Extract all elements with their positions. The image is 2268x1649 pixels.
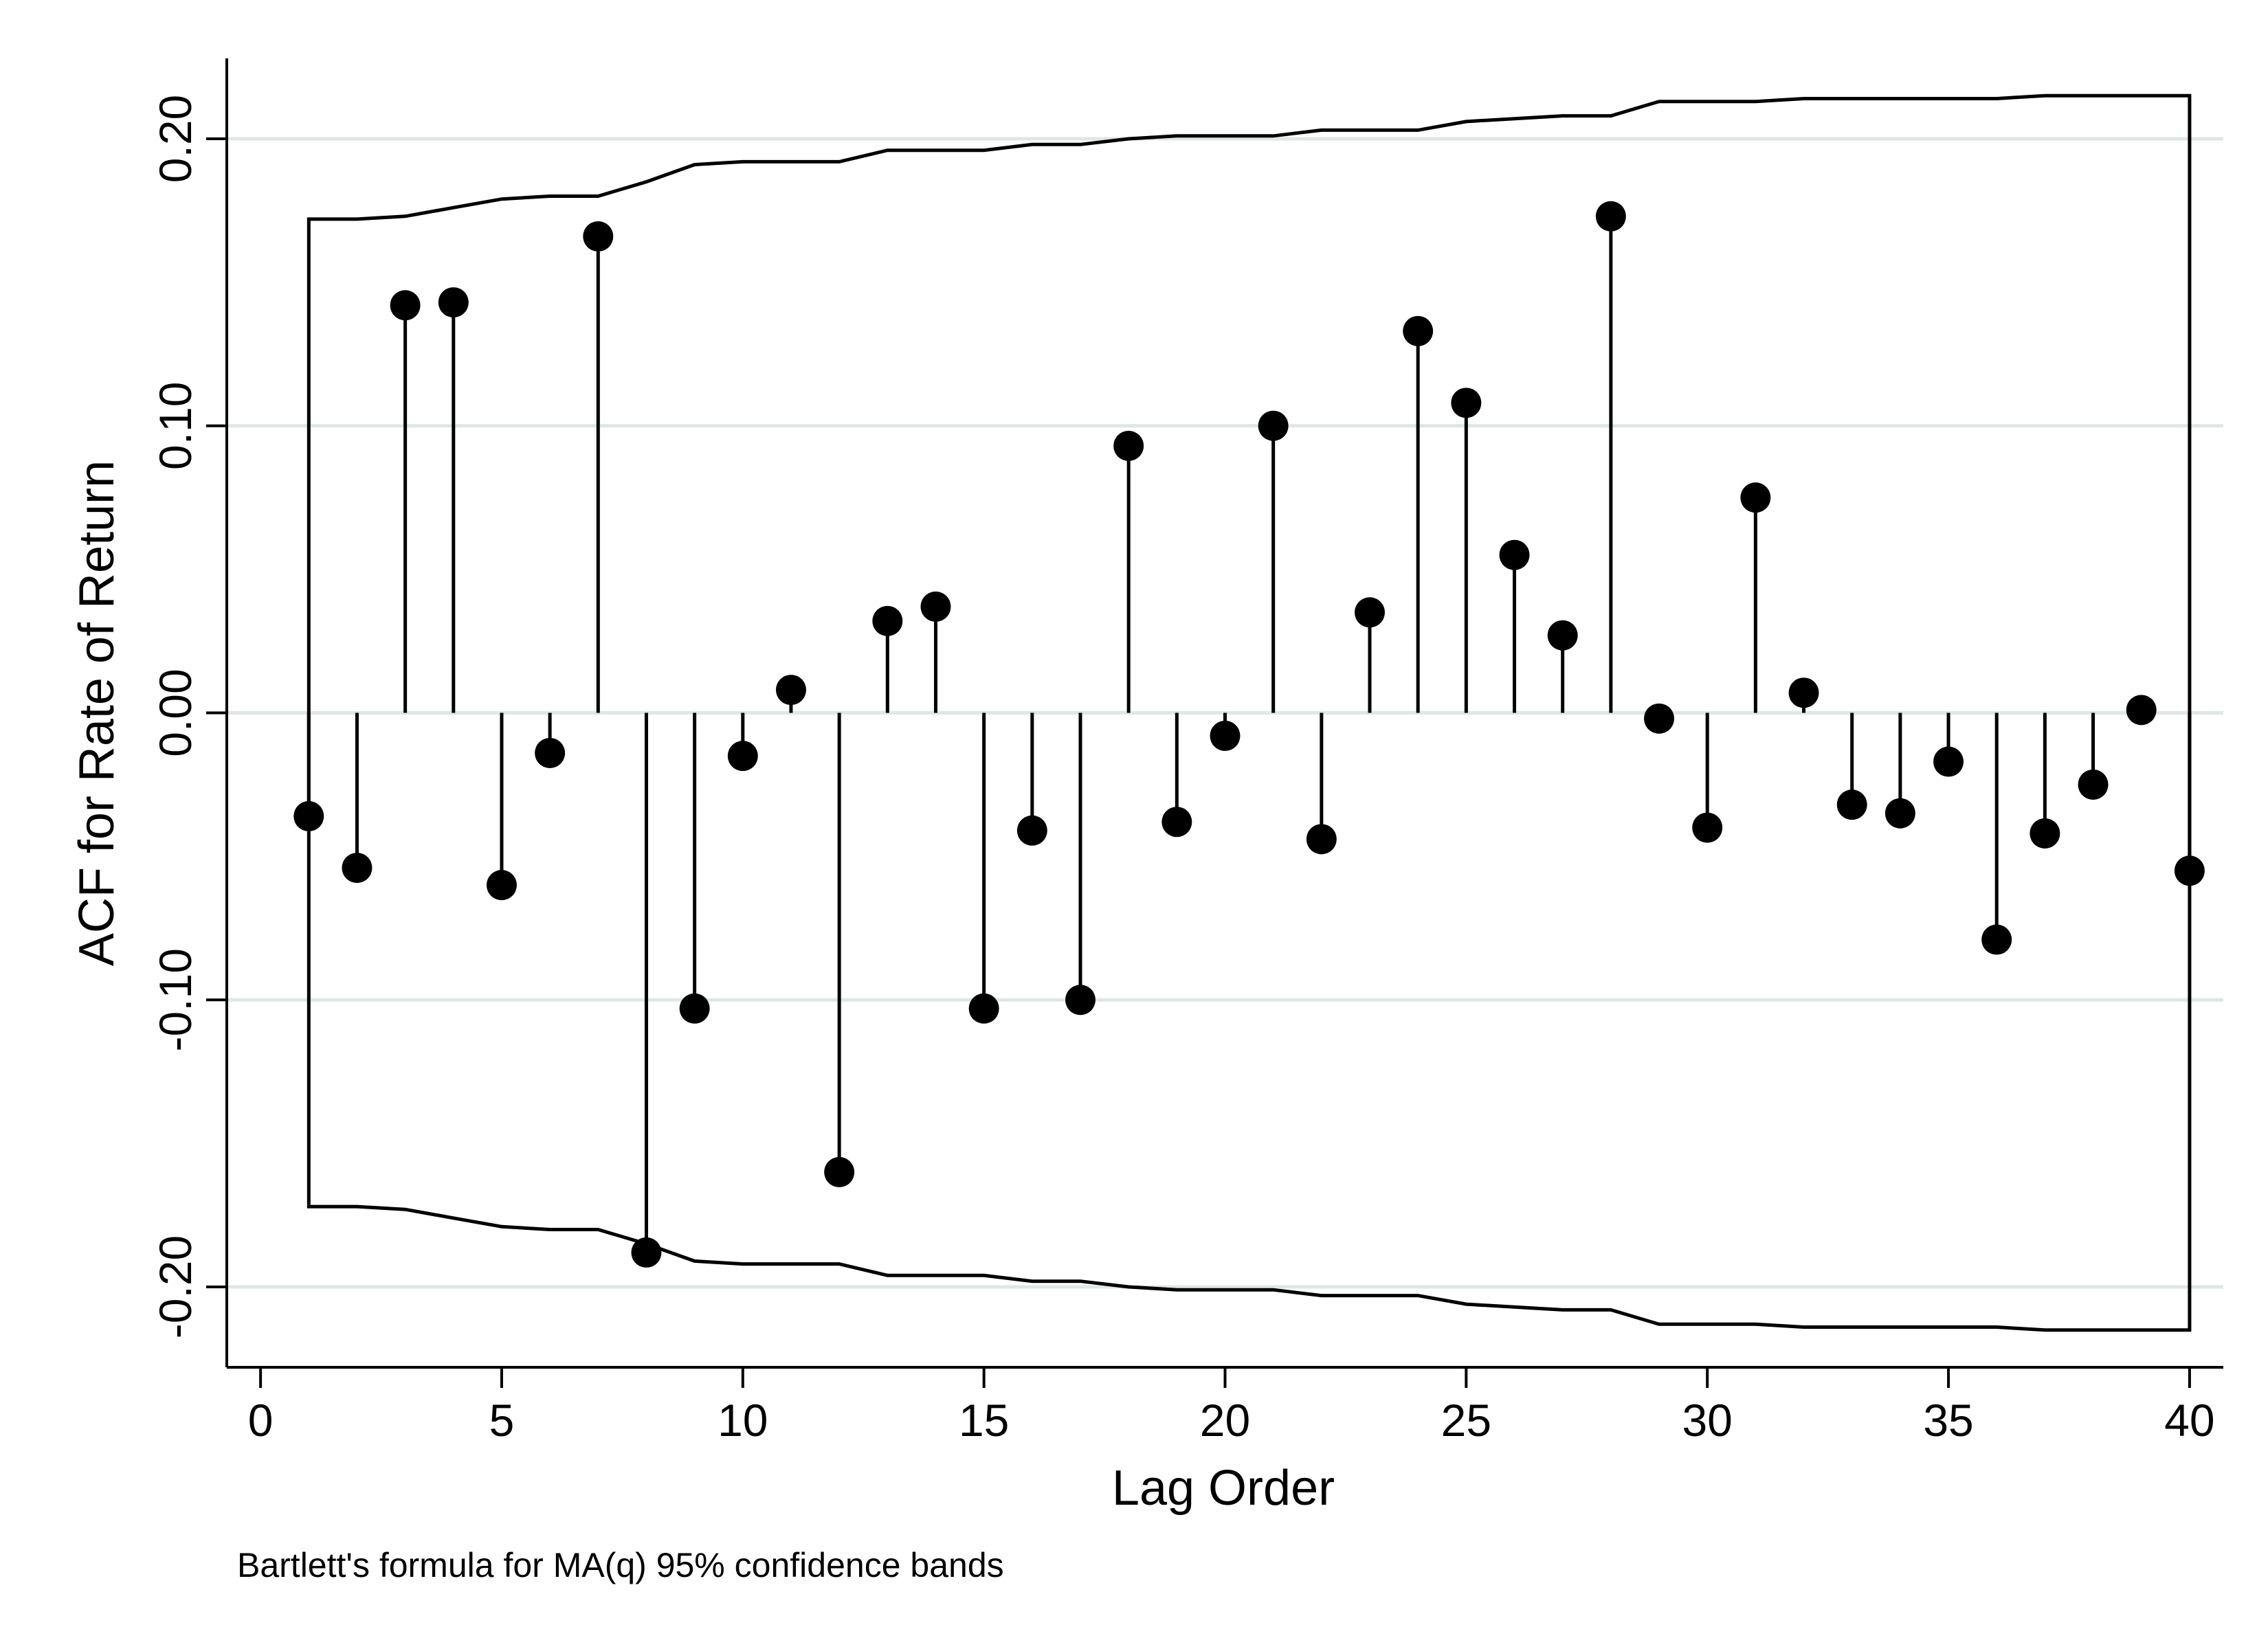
acf-point-lag-7 (583, 221, 614, 252)
acf-point-lag-16 (1016, 815, 1047, 846)
acf-point-lag-6 (535, 737, 566, 768)
x-tick-label-10: 10 (718, 1395, 768, 1446)
x-tick-label-0: 0 (248, 1395, 274, 1446)
y-axis-ticks: -0.20 -0.10 0.00 0.10 0.20 (150, 95, 227, 1338)
acf-point-lag-31 (1740, 482, 1771, 513)
acf-point-lag-37 (2030, 818, 2060, 849)
acf-point-lag-4 (438, 287, 469, 318)
acf-point-lag-38 (2078, 769, 2109, 800)
acf-point-lag-9 (679, 993, 710, 1024)
acf-point-lag-32 (1788, 677, 1819, 708)
acf-point-lag-28 (1595, 201, 1626, 232)
x-tick-label-30: 30 (1682, 1395, 1732, 1446)
acf-point-lag-11 (775, 675, 806, 706)
acf-point-lag-34 (1885, 798, 1915, 829)
acf-point-lag-36 (1981, 924, 2012, 955)
y-tick-label-2: 0.00 (150, 669, 201, 756)
acf-point-lag-35 (1933, 746, 1964, 777)
y-tick-label-0: -0.20 (150, 1235, 201, 1338)
x-axis-ticks: 0 5 10 15 20 25 30 35 40 (248, 1367, 2215, 1446)
acf-point-lag-30 (1692, 812, 1723, 843)
acf-point-lag-39 (2126, 695, 2157, 726)
x-tick-label-20: 20 (1200, 1395, 1250, 1446)
acf-point-lag-2 (342, 853, 373, 884)
x-tick-label-25: 25 (1441, 1395, 1491, 1446)
y-tick-label-4: 0.20 (150, 95, 201, 183)
acf-point-lag-8 (631, 1237, 662, 1268)
acf-point-lag-21 (1258, 410, 1289, 441)
acf-point-lag-20 (1210, 720, 1241, 751)
x-tick-label-5: 5 (489, 1395, 515, 1446)
acf-point-lag-27 (1547, 620, 1578, 651)
acf-point-lag-1 (293, 800, 324, 831)
acf-point-lag-25 (1451, 388, 1482, 418)
x-axis-title: Lag Order (1112, 1461, 1335, 1516)
acf-point-lag-22 (1306, 824, 1337, 855)
acf-point-lag-33 (1836, 789, 1867, 820)
acf-point-lag-5 (486, 870, 517, 901)
acf-point-lag-24 (1403, 315, 1434, 346)
acf-point-lag-12 (824, 1156, 855, 1187)
y-tick-label-3: 0.10 (150, 382, 201, 470)
acf-point-lag-10 (727, 741, 758, 772)
acf-point-lag-3 (390, 290, 421, 321)
acf-point-lag-13 (872, 605, 903, 636)
acf-point-lag-19 (1161, 807, 1192, 838)
y-tick-label-1: -0.10 (150, 948, 201, 1051)
acf-stems (293, 201, 2205, 1268)
acf-point-lag-23 (1355, 597, 1386, 628)
x-tick-label-15: 15 (959, 1395, 1009, 1446)
acf-point-lag-14 (920, 591, 951, 622)
y-axis-title: ACF for Rate of Return (69, 460, 124, 966)
chart-note: Bartlett's formula for MA(q) 95% confide… (237, 1546, 1004, 1584)
acf-point-lag-40 (2174, 855, 2205, 886)
x-tick-label-40: 40 (2164, 1395, 2214, 1446)
acf-point-lag-18 (1113, 430, 1144, 461)
acf-point-lag-17 (1065, 985, 1096, 1016)
acf-point-lag-29 (1644, 703, 1675, 734)
acf-point-lag-26 (1499, 539, 1530, 570)
acf-point-lag-15 (968, 993, 999, 1024)
x-tick-label-35: 35 (1923, 1395, 1973, 1446)
